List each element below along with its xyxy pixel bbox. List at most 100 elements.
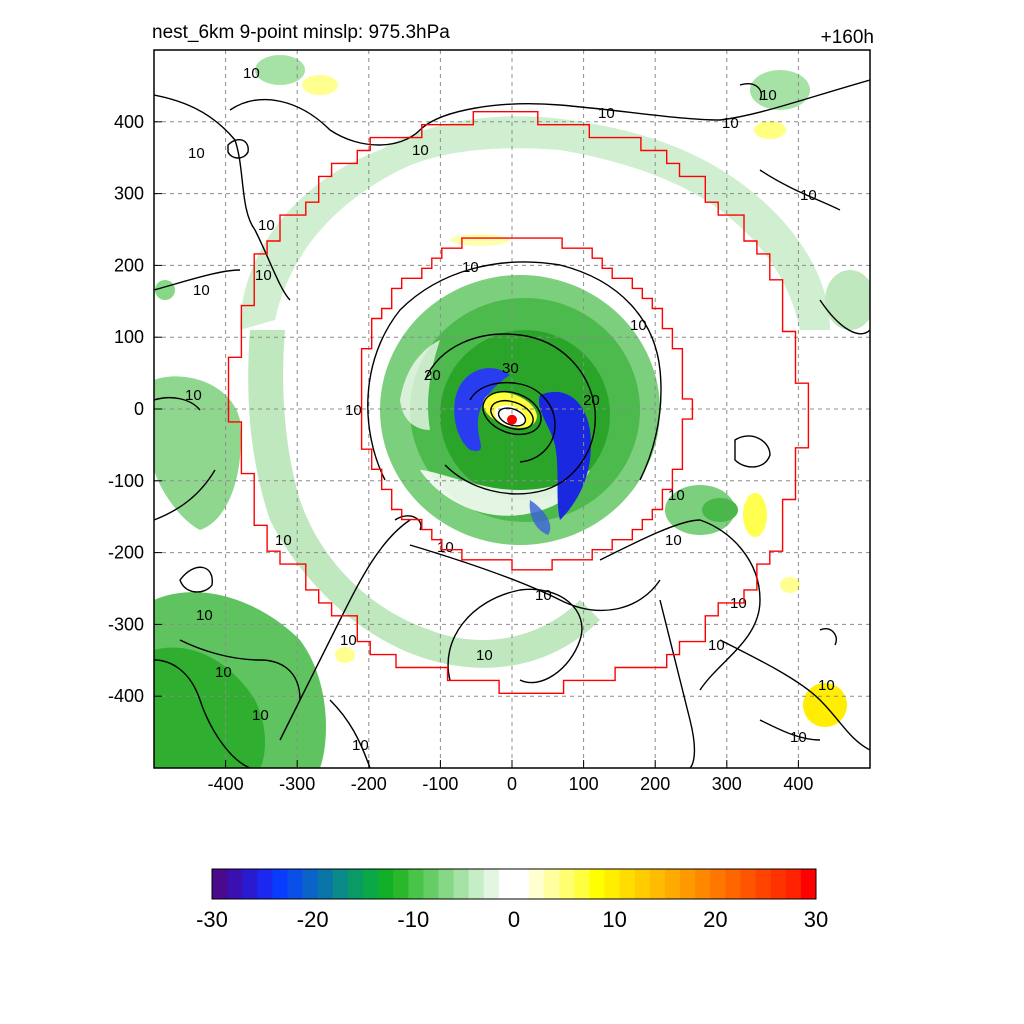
colorbar-swatch [649,869,666,899]
colorbar-swatch [695,869,711,899]
colorbar-swatch [665,869,681,899]
colorbar-swatch [378,869,394,899]
colorbar-tick-label: 10 [602,907,626,932]
x-tick-label: -300 [279,774,315,794]
colorbar-swatch [242,869,258,899]
contour-label: 10 [760,87,777,104]
colorbar-swatch [332,869,349,899]
y-tick-label: -100 [108,471,144,491]
contour-label-group: 10 10 10 10 10 10 10 10 10 10 10 10 10 1… [185,65,835,754]
y-tick-label: -300 [108,614,144,634]
y-tick-label: 400 [114,112,144,132]
contour-label: 10 [800,187,817,204]
colorbar-swatch [770,869,787,899]
contour-lines [154,79,870,768]
contour-label: 10 [352,737,369,754]
y-tick-label: 100 [114,327,144,347]
yellow-patch [302,75,338,95]
contour-label: 10 [818,677,835,694]
colorbar-tick-label: -30 [196,907,228,932]
colorbar-swatch [574,869,590,899]
contour-10-mid [409,544,661,612]
contour-label: 10 [188,145,205,162]
contour-label: 10 [185,387,202,404]
contour-10-inner [367,261,662,481]
contour-label: 30 [502,360,519,377]
y-tick-label: 0 [134,399,144,419]
colorbar-swatch [514,869,530,899]
contour-label: 10 [243,65,260,82]
southwest-rainband-core [154,647,265,768]
colorbar-swatch [408,869,424,899]
colorbar-tick-label: -20 [297,907,329,932]
contour-label: 20 [583,392,600,409]
contour-label: 10 [462,259,479,276]
colorbar-swatch [212,869,228,899]
colorbar-swatch [302,869,319,899]
colorbar-swatch [725,869,741,899]
contour-label: 10 [275,532,292,549]
colorbar-swatch [227,869,243,899]
colorbar-swatch [559,869,575,899]
x-tick-label: 0 [507,774,517,794]
contour-label: 10 [668,487,685,504]
colorbar-swatch [453,869,470,899]
eyewall-blue [454,368,510,451]
contour-label: 10 [412,142,429,159]
inner-nest-boundary [360,237,694,571]
storm-center-marker [507,414,517,425]
colorbar-swatch [347,869,364,899]
y-tick-label: -400 [108,686,144,706]
contour-label: 10 [598,105,615,122]
contour-20 [424,333,596,495]
colorbar-swatch [755,869,772,899]
colorbar-swatch [272,869,288,899]
colorbar-swatch [680,869,696,899]
contour-label: 10 [665,532,682,549]
x-tick-label: -200 [351,774,387,794]
x-axis: -400 -300 -200 -100 0 100 200 300 400 [208,760,813,794]
contour-label: 10 [255,267,272,284]
shading-field [154,50,870,768]
outer-rainband-left [248,330,600,668]
colorbar-swatch [740,869,757,899]
colorbar-swatch [468,869,485,899]
outer-nest-boundary [227,110,810,694]
contour-label: 10 [790,729,807,746]
colorbar-tick-label: 0 [508,907,520,932]
forecast-hour-label: +160h [820,27,874,48]
colorbar [212,869,817,899]
contour-label: 10 [215,664,232,681]
x-tick-label: -100 [422,774,458,794]
outer-rainband [240,116,830,330]
contour-label: 10 [708,637,725,654]
colorbar-swatch [589,869,606,899]
x-tick-label: 400 [783,774,813,794]
colorbar-swatch [785,869,802,899]
colorbar-swatch [544,869,560,899]
colorbar-labels: -30 -20 -10 0 10 20 30 [196,907,828,932]
colorbar-tick-label: 20 [703,907,727,932]
colorbar-swatch [634,869,651,899]
colorbar-swatch [317,869,334,899]
nest-boundaries [227,110,810,694]
y-axis: 400 300 200 100 0 -100 -200 -300 -400 [108,112,162,706]
colorbar-frame [211,868,817,900]
contour-label: 10 [476,647,493,664]
contour-label: 10 [258,217,275,234]
contour-label: 10 [193,282,210,299]
contour-label: 10 [345,402,362,419]
colorbar-tick-label: -10 [397,907,429,932]
y-tick-label: 300 [114,184,144,204]
contour-label: 10 [630,317,647,334]
contour-label: 10 [437,539,454,556]
colorbar-swatch [529,869,545,899]
y-tick-label: 200 [114,255,144,275]
contour-label: 20 [424,367,441,384]
colorbar-swatch [498,869,515,899]
contour-label: 10 [535,587,552,604]
colorbar-swatch [800,869,817,899]
x-tick-label: 100 [569,774,599,794]
x-tick-label: -400 [208,774,244,794]
